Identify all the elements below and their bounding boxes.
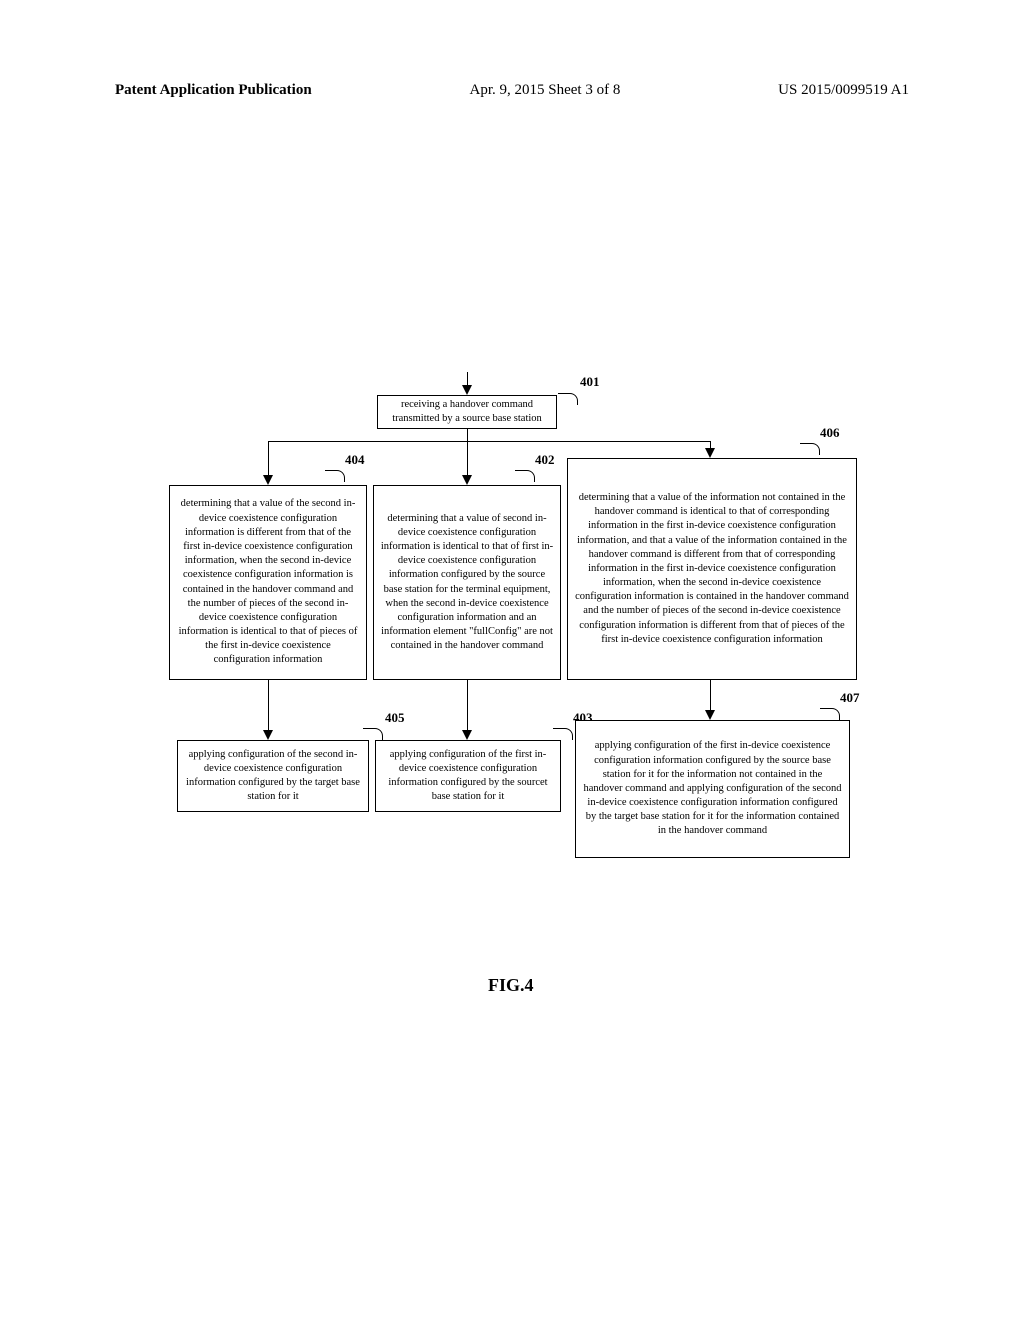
- label-402: 402: [535, 452, 555, 468]
- box-404: determining that a value of the second i…: [169, 485, 367, 680]
- figure-caption: FIG.4: [488, 975, 534, 996]
- box-402: determining that a value of second in-de…: [373, 485, 561, 680]
- lead-403: [553, 728, 573, 740]
- header-right: US 2015/0099519 A1: [778, 82, 909, 99]
- lead-402: [515, 470, 535, 482]
- box-403: applying configuration of the first in-d…: [375, 740, 561, 812]
- lead-406: [800, 443, 820, 455]
- label-405: 405: [385, 710, 405, 726]
- lead-407: [820, 708, 840, 720]
- flowchart: receiving a handover command transmitted…: [165, 390, 875, 970]
- box-406: determining that a value of the informat…: [567, 458, 857, 680]
- label-404: 404: [345, 452, 365, 468]
- label-406: 406: [820, 425, 840, 441]
- box-407: applying configuration of the first in-d…: [575, 720, 850, 858]
- lead-405: [363, 728, 383, 740]
- label-407: 407: [840, 690, 860, 706]
- box-405: applying configuration of the second in-…: [177, 740, 369, 812]
- lead-404: [325, 470, 345, 482]
- label-401: 401: [580, 374, 600, 390]
- lead-401: [558, 393, 578, 405]
- header-center: Apr. 9, 2015 Sheet 3 of 8: [470, 82, 621, 99]
- header-left: Patent Application Publication: [115, 82, 312, 99]
- box-401: receiving a handover command transmitted…: [377, 395, 557, 429]
- page-header: Patent Application Publication Apr. 9, 2…: [0, 82, 1024, 99]
